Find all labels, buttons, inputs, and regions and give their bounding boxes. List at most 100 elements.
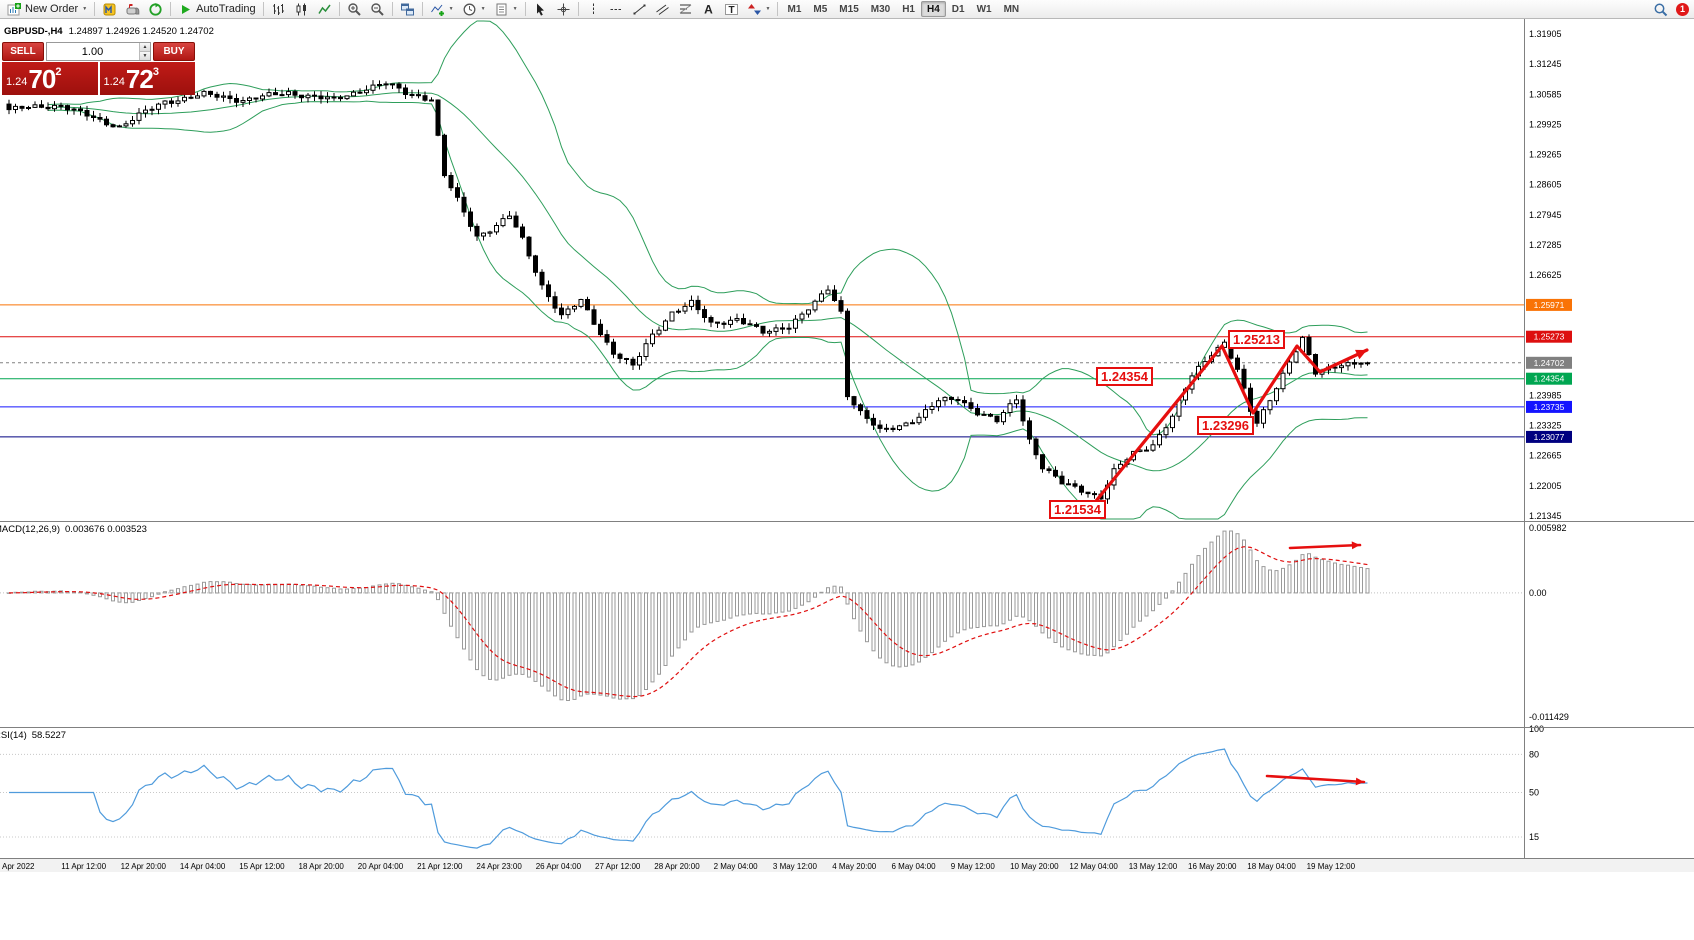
- bar-chart-button[interactable]: [267, 1, 290, 18]
- svg-text:T: T: [728, 4, 734, 15]
- channel-button[interactable]: [651, 1, 674, 18]
- mailbox-button[interactable]: [121, 1, 144, 18]
- macd-arrow[interactable]: [1288, 541, 1362, 550]
- trend-price-label[interactable]: 1.25213: [1228, 330, 1285, 349]
- svg-text:1.30585: 1.30585: [1529, 89, 1562, 99]
- sell-price-pipette: 2: [55, 66, 62, 78]
- volume-input[interactable]: [47, 43, 150, 60]
- timeframe-m5-button[interactable]: M5: [813, 4, 828, 15]
- timeframe-mn-button[interactable]: MN: [1003, 4, 1020, 15]
- svg-text:28 Apr 20:00: 28 Apr 20:00: [654, 862, 700, 871]
- svg-text:21 Apr 12:00: 21 Apr 12:00: [417, 862, 463, 871]
- level-lines[interactable]: [0, 304, 1524, 438]
- price-axis-background[interactable]: [1525, 19, 1694, 872]
- svg-text:1.23985: 1.23985: [1529, 391, 1562, 401]
- timeframe-d1-button[interactable]: D1: [951, 4, 965, 15]
- trend-price-label[interactable]: 1.24354: [1096, 367, 1153, 386]
- svg-text:18 May 04:00: 18 May 04:00: [1247, 862, 1296, 871]
- volume-up-icon[interactable]: ▲: [139, 43, 150, 51]
- notification-badge[interactable]: 1: [1676, 2, 1689, 16]
- svg-text:0.005982: 0.005982: [1529, 523, 1567, 533]
- svg-text:12 Apr 20:00: 12 Apr 20:00: [121, 862, 167, 871]
- svg-text:1.23735: 1.23735: [1534, 402, 1565, 412]
- svg-text:1.23077: 1.23077: [1534, 432, 1565, 442]
- timeframe-w1-button[interactable]: W1: [976, 4, 992, 15]
- vertical-line-icon: [586, 2, 601, 17]
- text-icon: A: [701, 2, 716, 17]
- search-button[interactable]: [1649, 1, 1672, 18]
- vertical-line-button[interactable]: [582, 1, 605, 18]
- candlestick-button[interactable]: [290, 1, 313, 18]
- trend-arrow[interactable]: [1094, 344, 1369, 503]
- timeframe-m15-button[interactable]: M15: [839, 4, 859, 15]
- buy-price[interactable]: 1.24 72 3: [99, 62, 195, 95]
- svg-text:26 Apr 04:00: 26 Apr 04:00: [536, 862, 582, 871]
- news-button[interactable]: [144, 1, 167, 18]
- trend-price-label[interactable]: 1.23296: [1197, 416, 1254, 435]
- svg-text:50: 50: [1529, 788, 1539, 798]
- line-chart-button[interactable]: [313, 1, 336, 18]
- zoom-out-button[interactable]: [366, 1, 389, 18]
- new-order-button[interactable]: New Order ▼: [3, 1, 91, 18]
- timeframe-h4-button[interactable]: H4: [921, 1, 946, 17]
- rsi-arrow[interactable]: [1265, 774, 1366, 786]
- time-axis[interactable]: [0, 859, 1694, 872]
- toolbar-separator: [524, 2, 526, 16]
- buy-button[interactable]: BUY: [153, 42, 195, 61]
- toolbar-separator: [94, 2, 96, 16]
- svg-text:16 May 20:00: 16 May 20:00: [1188, 862, 1237, 871]
- sell-button[interactable]: SELL: [2, 42, 44, 61]
- channel-icon: [655, 2, 670, 17]
- autotrading-icon: [178, 2, 193, 17]
- horizontal-line-button[interactable]: [605, 1, 628, 18]
- text-button[interactable]: A: [697, 1, 720, 18]
- macd-label: MACD(12,26,9): [0, 524, 60, 535]
- fibonacci-icon: [678, 2, 693, 17]
- metaeditor-icon: [102, 2, 117, 17]
- arrows-button[interactable]: ▼: [743, 1, 775, 18]
- svg-text:0.00: 0.00: [1529, 588, 1547, 598]
- svg-text:1.29925: 1.29925: [1529, 119, 1562, 129]
- rsi-levels: [0, 753, 1524, 838]
- autotrading-button[interactable]: AutoTrading: [174, 1, 260, 18]
- crosshair-button[interactable]: [552, 1, 575, 18]
- metaeditor-button[interactable]: [98, 1, 121, 18]
- svg-text:1.31905: 1.31905: [1529, 29, 1562, 39]
- timeframe-m1-button[interactable]: M1: [787, 4, 802, 15]
- zoom-in-button[interactable]: [343, 1, 366, 18]
- svg-text:13 May 12:00: 13 May 12:00: [1129, 862, 1178, 871]
- rsi-line: [9, 748, 1368, 849]
- volume-stepper: ▲ ▼: [139, 43, 150, 60]
- trend-price-label[interactable]: 1.21534: [1049, 500, 1106, 519]
- svg-text:9 May 12:00: 9 May 12:00: [951, 862, 996, 871]
- macd-header: MACD(12,26,9) 0.003676 0.003523: [0, 524, 147, 535]
- svg-text:4 May 20:00: 4 May 20:00: [832, 862, 877, 871]
- svg-text:11 Apr 12:00: 11 Apr 12:00: [61, 862, 106, 871]
- label-icon: T: [724, 2, 739, 17]
- timeframe-h1-button[interactable]: H1: [902, 4, 915, 15]
- fibonacci-button[interactable]: [674, 1, 697, 18]
- cursor-button[interactable]: [529, 1, 552, 18]
- rsi-label: RSI(14): [0, 730, 27, 741]
- label-button[interactable]: T: [720, 1, 743, 18]
- new-order-button-label: New Order: [25, 3, 79, 15]
- toolbar-separator: [777, 2, 779, 16]
- chevron-down-icon: ▼: [480, 6, 486, 12]
- svg-text:1.22665: 1.22665: [1529, 451, 1562, 461]
- periods-button[interactable]: ▼: [458, 1, 490, 18]
- sell-price[interactable]: 1.24 70 2: [2, 62, 98, 95]
- chevron-down-icon: ▼: [448, 6, 454, 12]
- svg-text:A: A: [704, 2, 713, 16]
- chart-canvas[interactable]: 1.31905 1.31245 1.30585 1.29925 1.29265 1.286…: [0, 19, 1694, 872]
- templates-button[interactable]: ▼: [490, 1, 522, 18]
- volume-down-icon[interactable]: ▼: [139, 51, 150, 60]
- timeframe-m30-button[interactable]: M30: [870, 4, 891, 15]
- panel-separators[interactable]: [0, 521, 1694, 859]
- indicators-button[interactable]: ▼: [426, 1, 458, 18]
- trendline-button[interactable]: [628, 1, 651, 18]
- svg-text:24 Apr 23:00: 24 Apr 23:00: [476, 862, 522, 871]
- chart-workspace[interactable]: 1.31905 1.31245 1.30585 1.29925 1.29265 1.286…: [0, 19, 1694, 940]
- svg-text:1.29265: 1.29265: [1529, 150, 1562, 160]
- svg-text:12 May 04:00: 12 May 04:00: [1069, 862, 1118, 871]
- tile-windows-button[interactable]: [396, 1, 419, 18]
